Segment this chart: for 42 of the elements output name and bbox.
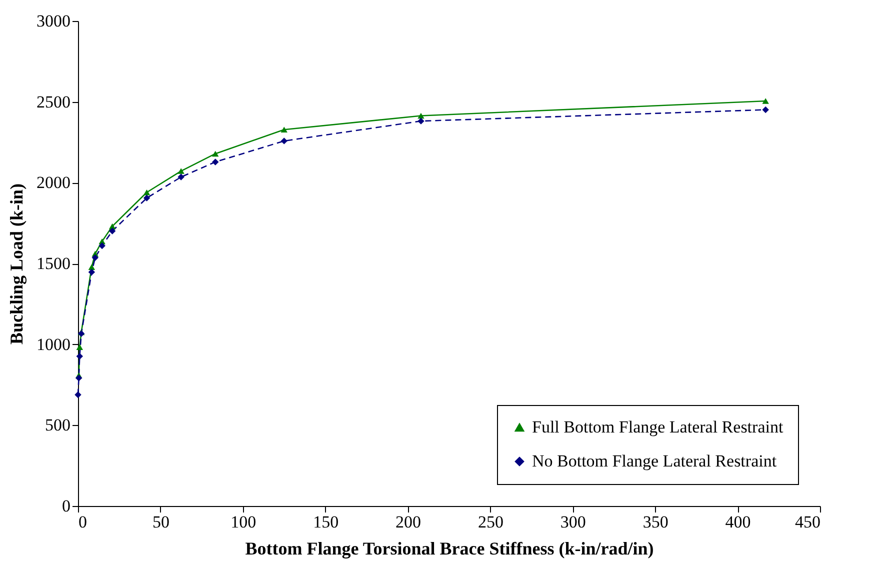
- x-tick-label: 200: [396, 512, 422, 532]
- y-tick-label: 500: [45, 416, 70, 435]
- point: [76, 352, 84, 360]
- y-tick-label: 3000: [36, 12, 70, 30]
- point: [75, 374, 82, 382]
- legend-label: Full Bottom Flange Lateral Restraint: [532, 418, 784, 436]
- point: [762, 98, 769, 104]
- point: [212, 150, 219, 157]
- point: [143, 194, 150, 202]
- point: [280, 126, 288, 133]
- y-tick-label: 1000: [36, 334, 70, 354]
- point: [88, 264, 96, 270]
- point: [143, 189, 150, 196]
- point: [418, 118, 424, 124]
- point: [418, 112, 424, 119]
- x-tick-label: 400: [725, 512, 751, 532]
- x-axis-title: Bottom Flange Torsional Brace Stiffness (k-in/rad/in): [245, 538, 654, 558]
- point: [88, 268, 96, 276]
- x-tick-label: 0: [78, 512, 87, 532]
- point: [212, 158, 219, 166]
- x-tick-label: 150: [313, 512, 339, 532]
- point: [762, 106, 769, 114]
- y-tick-label: 0: [62, 496, 70, 516]
- x-tick-label: 350: [642, 512, 668, 532]
- point: [108, 228, 116, 234]
- y-tick-label: 2500: [36, 92, 70, 112]
- x-tick-label: 250: [478, 512, 504, 532]
- y-axis-title: Buckling Load (k-in): [6, 183, 26, 345]
- y-tick-label: 1500: [36, 254, 70, 273]
- point: [280, 138, 288, 144]
- point: [98, 242, 106, 250]
- point: [178, 174, 184, 180]
- legend-label: No Bottom Flange Lateral Restraint: [532, 452, 777, 470]
- y-tick-label: 2000: [36, 173, 70, 192]
- point: [74, 391, 82, 398]
- x-tick-label: 450: [795, 512, 820, 532]
- x-tick-label: 100: [230, 512, 256, 532]
- point: [178, 168, 184, 174]
- point: [92, 254, 98, 262]
- point: [76, 344, 84, 350]
- x-tick-label: 50: [152, 512, 170, 532]
- x-tick-label: 300: [560, 512, 586, 532]
